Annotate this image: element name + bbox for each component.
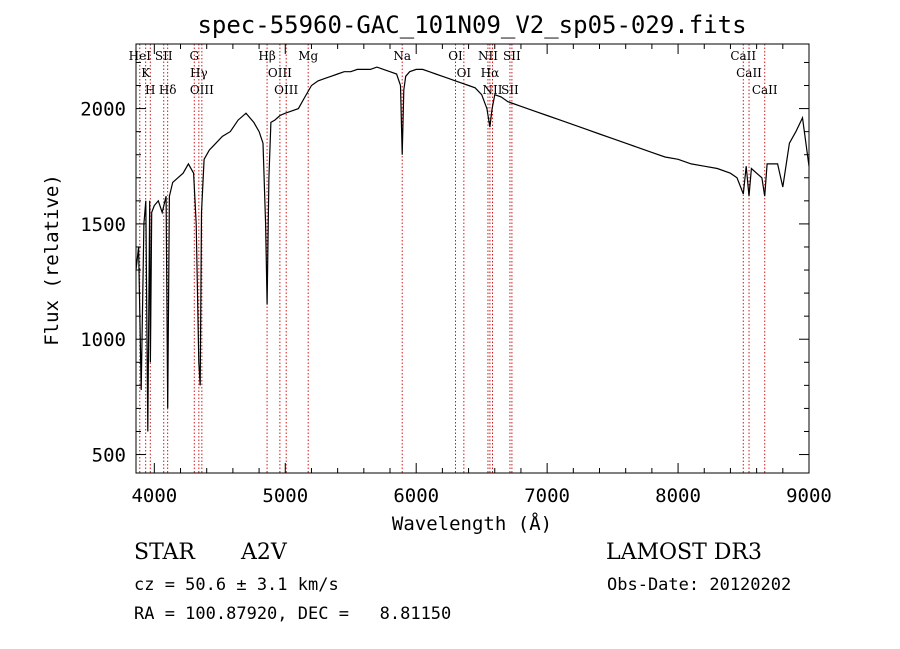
line-label-2: H [145,83,155,97]
x-tick-label-4000: 4000 [131,485,177,507]
line-label-13: OI [448,49,463,63]
object-class: STAR [134,540,195,565]
line-label-7: OIII [190,83,214,97]
survey-name: LAMOST DR3 [606,540,762,565]
line-label-15: NII [478,49,498,63]
x-tick-label-7000: 7000 [524,485,570,507]
line-label-11: Mg [298,49,318,63]
spectrum-series [135,66,810,432]
observation-date: Obs-Date: 20120202 [607,575,792,595]
coordinates-readout: RA = 100.87920, DEC = 8.81150 [134,604,452,624]
x-tick-label-9000: 9000 [786,485,832,507]
line-label-14: OI [457,66,472,80]
line-labels: HeI KH SII Hδ G Hγ OIII Hβ OIII OIII Mg Na OI OI NII Hα… [129,49,778,97]
y-ticks: 500 1000 1500 2000 [80,61,809,467]
line-label-9: OIII [268,66,292,80]
line-label-12: Na [393,49,411,63]
plot-frame [135,43,810,474]
line-label-0: HeI [129,49,152,63]
x-axis-label: Wavelength (Å) [392,512,552,535]
line-label-4: Hδ [159,83,177,97]
y-tick-label-1500: 1500 [80,214,126,236]
x-tick-label-5000: 5000 [262,485,308,507]
x-ticks: 4000 5000 6000 7000 8000 9000 [131,44,832,507]
line-label-21: CaII [736,66,762,80]
x-tick-label-8000: 8000 [655,485,701,507]
y-tick-label-500: 500 [92,445,126,467]
line-label-8: Hβ [258,49,275,63]
line-label-17: NII [483,83,503,97]
chart-title: spec-55960-GAC_101N09_V2_sp05-029.fits [197,11,746,39]
line-label-22: CaII [752,83,778,97]
line-label-18: SII [501,83,519,97]
line-label-10: OIII [274,83,298,97]
line-label-19: SII [503,49,521,63]
x-tick-label-6000: 6000 [393,485,439,507]
line-label-1: K [141,66,151,80]
line-label-5: G [189,49,199,63]
object-subclass: A2V [241,540,287,565]
line-label-20: CaII [730,49,756,63]
y-tick-label-1000: 1000 [80,329,126,351]
y-axis-label: Flux (relative) [41,174,63,346]
line-markers [139,44,766,473]
line-label-3: SII [155,49,173,63]
y-tick-label-2000: 2000 [80,99,126,121]
redshift-readout: cz = 50.6 ± 3.1 km/s [134,575,339,595]
line-label-16: Hα [481,66,500,80]
line-label-6: Hγ [190,66,208,80]
